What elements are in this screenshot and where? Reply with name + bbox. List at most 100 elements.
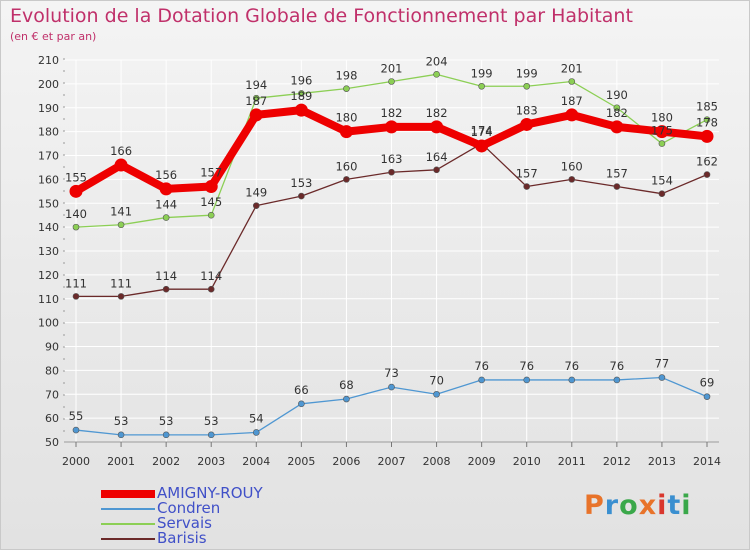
data-point — [343, 176, 350, 183]
data-point — [339, 125, 353, 139]
data-label: 53 — [204, 414, 219, 428]
data-label: 183 — [516, 103, 538, 117]
y-tick-label: 170 — [38, 150, 59, 163]
data-label: 199 — [516, 66, 538, 80]
x-tick-label: 2005 — [287, 455, 315, 468]
data-point — [249, 108, 263, 122]
data-point — [433, 390, 440, 398]
data-point — [523, 376, 531, 384]
data-label: 189 — [290, 89, 312, 103]
data-point — [658, 190, 666, 197]
data-label: 77 — [655, 357, 670, 371]
data-point — [658, 140, 666, 147]
data-point — [610, 120, 624, 134]
data-label: 190 — [606, 88, 628, 102]
data-point — [72, 223, 80, 231]
data-point — [204, 180, 218, 194]
x-tick-label: 2009 — [468, 455, 496, 468]
x-tick-label: 2000 — [62, 455, 90, 468]
data-point — [117, 293, 125, 300]
x-tick-label: 2013 — [648, 455, 676, 468]
legend-swatch — [101, 508, 155, 510]
data-label: 163 — [381, 152, 403, 166]
x-tick-label: 2012 — [603, 455, 631, 468]
data-label: 198 — [335, 69, 357, 83]
y-tick-label: 200 — [38, 78, 59, 91]
data-label: 201 — [381, 61, 403, 75]
y-tick-label: 150 — [38, 197, 59, 210]
y-tick-label: 160 — [38, 173, 59, 186]
data-point — [252, 202, 260, 209]
logo-letter: r — [604, 490, 620, 521]
data-point — [658, 374, 666, 381]
data-label: 68 — [339, 378, 354, 392]
data-label: 114 — [200, 269, 222, 283]
legend-label: AMIGNY-ROUY — [157, 484, 263, 502]
data-label: 141 — [110, 205, 132, 219]
data-point — [613, 104, 621, 112]
data-point — [162, 214, 170, 221]
data-point — [252, 429, 260, 436]
logo-letter: P — [584, 490, 605, 521]
data-label: 156 — [155, 168, 177, 182]
data-label: 162 — [696, 155, 718, 169]
data-label: 53 — [114, 414, 129, 428]
data-point — [294, 103, 308, 117]
data-label: 145 — [200, 195, 222, 209]
x-tick-label: 2006 — [332, 455, 360, 468]
data-point — [343, 85, 350, 92]
data-label: 178 — [696, 115, 718, 129]
data-label: 187 — [561, 94, 583, 108]
data-point — [568, 78, 576, 85]
data-point — [69, 184, 83, 198]
data-label: 201 — [561, 61, 583, 75]
logo-letter: i — [681, 490, 692, 521]
data-point — [388, 168, 395, 176]
x-tick-label: 2007 — [378, 455, 406, 468]
y-tick-label: 140 — [38, 221, 59, 234]
data-label: 70 — [429, 373, 444, 387]
data-point — [430, 120, 444, 134]
data-label: 76 — [519, 359, 534, 373]
data-point — [478, 82, 485, 90]
data-point — [613, 183, 621, 190]
data-label: 54 — [249, 411, 264, 425]
logo-letter: i — [657, 490, 668, 521]
x-tick-label: 2002 — [152, 455, 180, 468]
data-point — [565, 108, 579, 122]
data-point — [655, 125, 669, 139]
data-label: 182 — [381, 106, 403, 120]
data-point — [568, 176, 576, 183]
legend-label: Condren — [157, 499, 221, 517]
y-tick-label: 120 — [38, 269, 59, 282]
data-point — [207, 431, 215, 439]
data-label: 111 — [65, 276, 87, 290]
data-label: 182 — [426, 106, 448, 120]
data-label: 55 — [69, 409, 84, 423]
y-tick-label: 110 — [38, 293, 59, 306]
x-tick-label: 2001 — [107, 455, 135, 468]
data-label: 174 — [471, 125, 493, 139]
legend-label: Barisis — [157, 529, 207, 547]
data-point — [613, 376, 621, 384]
data-point — [159, 182, 173, 196]
y-tick-label: 80 — [45, 364, 59, 377]
data-label: 66 — [294, 383, 309, 397]
y-tick-label: 60 — [45, 412, 59, 425]
data-point — [117, 221, 125, 229]
data-point — [207, 285, 215, 293]
data-point — [72, 293, 80, 300]
data-label: 140 — [65, 207, 87, 221]
data-label: 199 — [471, 66, 493, 80]
data-label: 153 — [290, 176, 312, 190]
data-label: 166 — [110, 144, 132, 158]
data-label: 157 — [516, 167, 538, 181]
data-point — [433, 166, 440, 174]
data-label: 180 — [335, 111, 357, 125]
x-tick-label: 2014 — [693, 455, 721, 468]
data-label: 175 — [651, 124, 673, 138]
y-tick-label: 210 — [38, 54, 59, 67]
data-label: 157 — [606, 167, 628, 181]
data-point — [568, 376, 576, 384]
